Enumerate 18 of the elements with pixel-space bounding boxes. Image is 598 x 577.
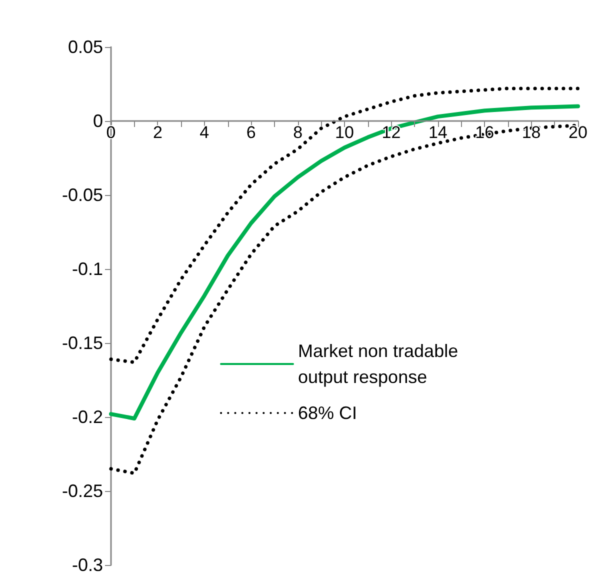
- y-tick-label: -0.25: [62, 481, 103, 501]
- legend-label: Market non tradable output response: [298, 341, 464, 387]
- y-tick-label: 0.05: [68, 37, 103, 57]
- y-tick-label: -0.15: [62, 333, 103, 353]
- y-tick-label: -0.2: [72, 407, 103, 427]
- legend-label: 68% CI: [298, 403, 358, 423]
- x-tick-label: 14: [428, 123, 448, 142]
- x-tick-label: 4: [200, 123, 210, 142]
- y-tick-label: -0.05: [62, 185, 103, 205]
- x-tick-label: 2: [152, 123, 162, 142]
- x-tick-label: 0: [106, 123, 116, 142]
- x-tick-label: 16: [475, 123, 494, 142]
- y-tick-label: -0.1: [72, 259, 103, 279]
- x-tick-label: 10: [335, 123, 354, 142]
- x-tick-label: 8: [293, 123, 303, 142]
- x-tick-label: 20: [568, 123, 588, 142]
- y-tick-label: -0.3: [72, 555, 103, 575]
- x-tick-label: 6: [246, 123, 256, 142]
